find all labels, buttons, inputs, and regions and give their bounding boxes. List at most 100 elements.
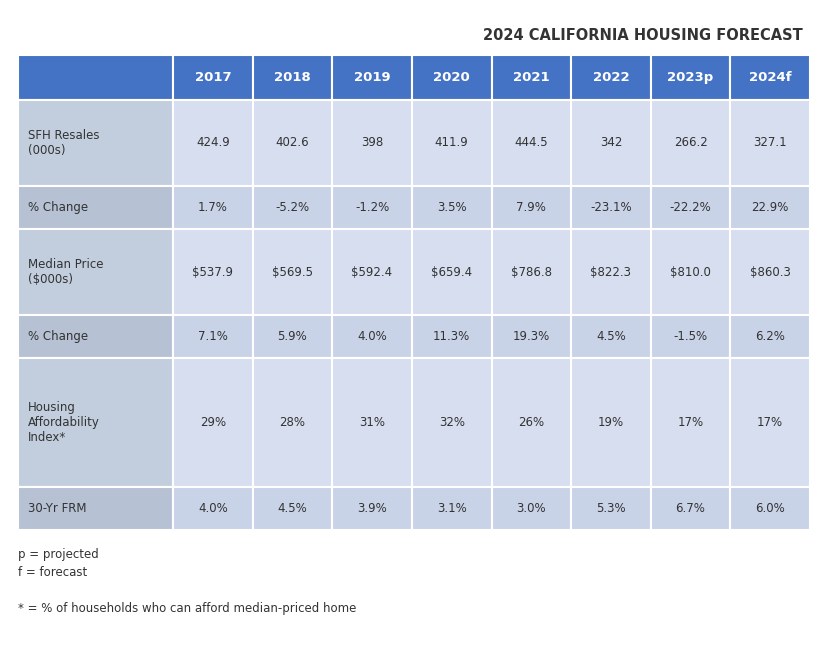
Text: 17%: 17% [757, 416, 783, 429]
Text: $860.3: $860.3 [750, 265, 790, 278]
Text: 17%: 17% [677, 416, 704, 429]
Bar [18, 358, 173, 487]
Text: 2020: 2020 [433, 71, 470, 84]
Text: 266.2: 266.2 [674, 137, 707, 149]
Text: 342: 342 [600, 137, 622, 149]
Bar [253, 186, 332, 229]
Bar [730, 100, 810, 186]
Text: -23.1%: -23.1% [590, 201, 631, 214]
Bar [651, 186, 730, 229]
Bar [412, 55, 492, 100]
Bar [730, 186, 810, 229]
Text: 2017: 2017 [195, 71, 231, 84]
Bar [651, 358, 730, 487]
Text: SFH Resales
(000s): SFH Resales (000s) [28, 129, 100, 157]
Bar [253, 358, 332, 487]
Bar [332, 55, 412, 100]
Text: 19%: 19% [598, 416, 624, 429]
Text: 402.6: 402.6 [275, 137, 310, 149]
Text: $786.8: $786.8 [511, 265, 552, 278]
Bar [173, 315, 253, 358]
Bar [651, 487, 730, 530]
Text: $822.3: $822.3 [591, 265, 631, 278]
Text: 4.0%: 4.0% [357, 330, 387, 343]
Text: f = forecast: f = forecast [18, 566, 87, 579]
Bar [651, 100, 730, 186]
Text: -5.2%: -5.2% [275, 201, 310, 214]
Text: 28%: 28% [280, 416, 305, 429]
Bar [412, 186, 492, 229]
Bar [571, 55, 651, 100]
Bar [18, 229, 173, 315]
Bar [412, 315, 492, 358]
Bar [492, 229, 571, 315]
Text: 31%: 31% [359, 416, 385, 429]
Text: 2024f: 2024f [749, 71, 791, 84]
Bar [18, 100, 173, 186]
Bar [571, 229, 651, 315]
Text: 7.1%: 7.1% [198, 330, 228, 343]
Text: 411.9: 411.9 [435, 137, 468, 149]
Bar [492, 315, 571, 358]
Bar [651, 55, 730, 100]
Bar [332, 100, 412, 186]
Text: 4.0%: 4.0% [198, 502, 228, 515]
Text: 6.0%: 6.0% [755, 502, 785, 515]
Bar [730, 229, 810, 315]
Bar [412, 358, 492, 487]
Text: 3.0%: 3.0% [517, 502, 546, 515]
Text: -22.2%: -22.2% [670, 201, 711, 214]
Text: $569.5: $569.5 [272, 265, 313, 278]
Bar [571, 100, 651, 186]
Text: 5.3%: 5.3% [596, 502, 626, 515]
Bar [492, 487, 571, 530]
Bar [332, 487, 412, 530]
Text: p = projected: p = projected [18, 548, 99, 561]
Text: 5.9%: 5.9% [278, 330, 307, 343]
Bar [492, 186, 571, 229]
Bar [651, 315, 730, 358]
Text: 2023p: 2023p [667, 71, 714, 84]
Bar [492, 100, 571, 186]
Text: 2018: 2018 [274, 71, 311, 84]
Bar [18, 487, 173, 530]
Text: 444.5: 444.5 [514, 137, 548, 149]
Text: 2022: 2022 [592, 71, 629, 84]
Bar [412, 487, 492, 530]
Bar [332, 186, 412, 229]
Text: $592.4: $592.4 [351, 265, 393, 278]
Bar [173, 100, 253, 186]
Text: 424.9: 424.9 [196, 137, 230, 149]
Text: -1.5%: -1.5% [673, 330, 708, 343]
Text: 3.1%: 3.1% [437, 502, 467, 515]
Text: 3.9%: 3.9% [357, 502, 387, 515]
Text: 30-Yr FRM: 30-Yr FRM [28, 502, 87, 515]
Bar [571, 186, 651, 229]
Bar [571, 487, 651, 530]
Text: $537.9: $537.9 [192, 265, 233, 278]
Bar [18, 55, 173, 100]
Bar [173, 229, 253, 315]
Bar [571, 315, 651, 358]
Text: Median Price
($000s): Median Price ($000s) [28, 258, 103, 286]
Bar [651, 229, 730, 315]
Text: 6.2%: 6.2% [755, 330, 785, 343]
Bar [730, 55, 810, 100]
Bar [173, 487, 253, 530]
Bar [412, 229, 492, 315]
Bar [730, 358, 810, 487]
Bar [492, 358, 571, 487]
Text: 2024 CALIFORNIA HOUSING FORECAST: 2024 CALIFORNIA HOUSING FORECAST [483, 28, 803, 43]
Text: * = % of households who can afford median-priced home: * = % of households who can afford media… [18, 602, 356, 615]
Text: 26%: 26% [518, 416, 544, 429]
Bar [730, 315, 810, 358]
Bar [253, 55, 332, 100]
Bar [332, 229, 412, 315]
Text: 398: 398 [361, 137, 384, 149]
Bar [571, 358, 651, 487]
Text: 7.9%: 7.9% [517, 201, 547, 214]
Text: 2021: 2021 [513, 71, 550, 84]
Bar [253, 487, 332, 530]
Text: % Change: % Change [28, 330, 88, 343]
Text: 6.7%: 6.7% [676, 502, 706, 515]
